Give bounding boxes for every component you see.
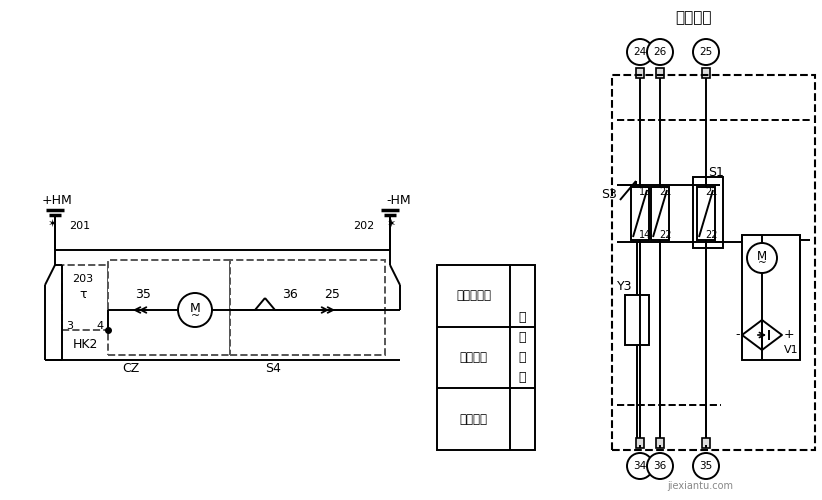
Circle shape: [693, 453, 719, 479]
Circle shape: [647, 39, 673, 65]
Text: 路: 路: [519, 371, 526, 384]
Text: 21: 21: [705, 187, 718, 197]
Text: ✶: ✶: [387, 219, 397, 229]
Text: 35: 35: [700, 461, 713, 471]
Text: 25: 25: [324, 288, 340, 300]
Text: 储: 储: [519, 311, 526, 324]
Bar: [62, 265, 108, 330]
Text: Y3: Y3: [616, 280, 632, 293]
Text: +: +: [784, 328, 795, 342]
Text: HK2: HK2: [72, 338, 98, 350]
Text: 201: 201: [69, 221, 90, 231]
Text: CZ: CZ: [122, 362, 139, 376]
Text: 22: 22: [659, 230, 672, 240]
Text: ✶: ✶: [48, 219, 58, 229]
Text: S1: S1: [708, 166, 724, 178]
Text: -: -: [736, 328, 740, 342]
Bar: [636, 438, 644, 448]
Text: 空气开关: 空气开关: [459, 351, 487, 364]
Text: ~: ~: [191, 311, 200, 321]
Bar: [742, 235, 800, 360]
Text: S4: S4: [265, 362, 281, 376]
Text: -HM: -HM: [386, 194, 411, 206]
Text: M: M: [757, 250, 767, 264]
Bar: [636, 68, 644, 78]
Bar: [702, 68, 710, 78]
Text: 203: 203: [72, 274, 94, 284]
Circle shape: [693, 39, 719, 65]
Text: 3: 3: [66, 321, 73, 331]
Circle shape: [627, 453, 653, 479]
Text: 36: 36: [282, 288, 298, 300]
Circle shape: [747, 243, 777, 273]
Bar: [651, 187, 669, 240]
Bar: [625, 295, 649, 345]
Text: 24: 24: [634, 47, 647, 57]
Text: 储能电机: 储能电机: [459, 412, 487, 426]
Text: S3: S3: [601, 188, 617, 202]
Bar: [230, 260, 385, 355]
Text: 储能小母线: 储能小母线: [456, 290, 491, 302]
Text: 回: 回: [519, 351, 526, 364]
Text: V1: V1: [784, 345, 799, 355]
Text: 25: 25: [700, 47, 713, 57]
Circle shape: [178, 293, 212, 327]
Bar: [702, 438, 710, 448]
Text: 26: 26: [653, 47, 667, 57]
Text: 35: 35: [135, 288, 151, 300]
Circle shape: [627, 39, 653, 65]
Bar: [108, 260, 230, 355]
Text: +HM: +HM: [42, 194, 73, 206]
Text: 储能回路: 储能回路: [676, 10, 712, 26]
Circle shape: [647, 453, 673, 479]
Text: 21: 21: [659, 187, 672, 197]
Bar: [437, 265, 535, 450]
Bar: [697, 187, 715, 240]
Text: 13: 13: [639, 187, 651, 197]
Text: M: M: [190, 302, 201, 314]
Text: ~: ~: [758, 258, 766, 268]
Text: 202: 202: [353, 221, 374, 231]
Text: 34: 34: [634, 461, 647, 471]
Bar: [631, 187, 649, 240]
Bar: [656, 68, 664, 78]
Text: 4: 4: [97, 321, 104, 331]
Bar: [693, 177, 723, 248]
Text: τ: τ: [79, 288, 87, 302]
Bar: [656, 438, 664, 448]
Text: 36: 36: [653, 461, 667, 471]
Text: 能: 能: [519, 331, 526, 344]
Text: jiexiantu.com: jiexiantu.com: [667, 481, 733, 491]
Text: 22: 22: [705, 230, 718, 240]
Text: 14: 14: [639, 230, 651, 240]
Bar: [612, 75, 815, 450]
